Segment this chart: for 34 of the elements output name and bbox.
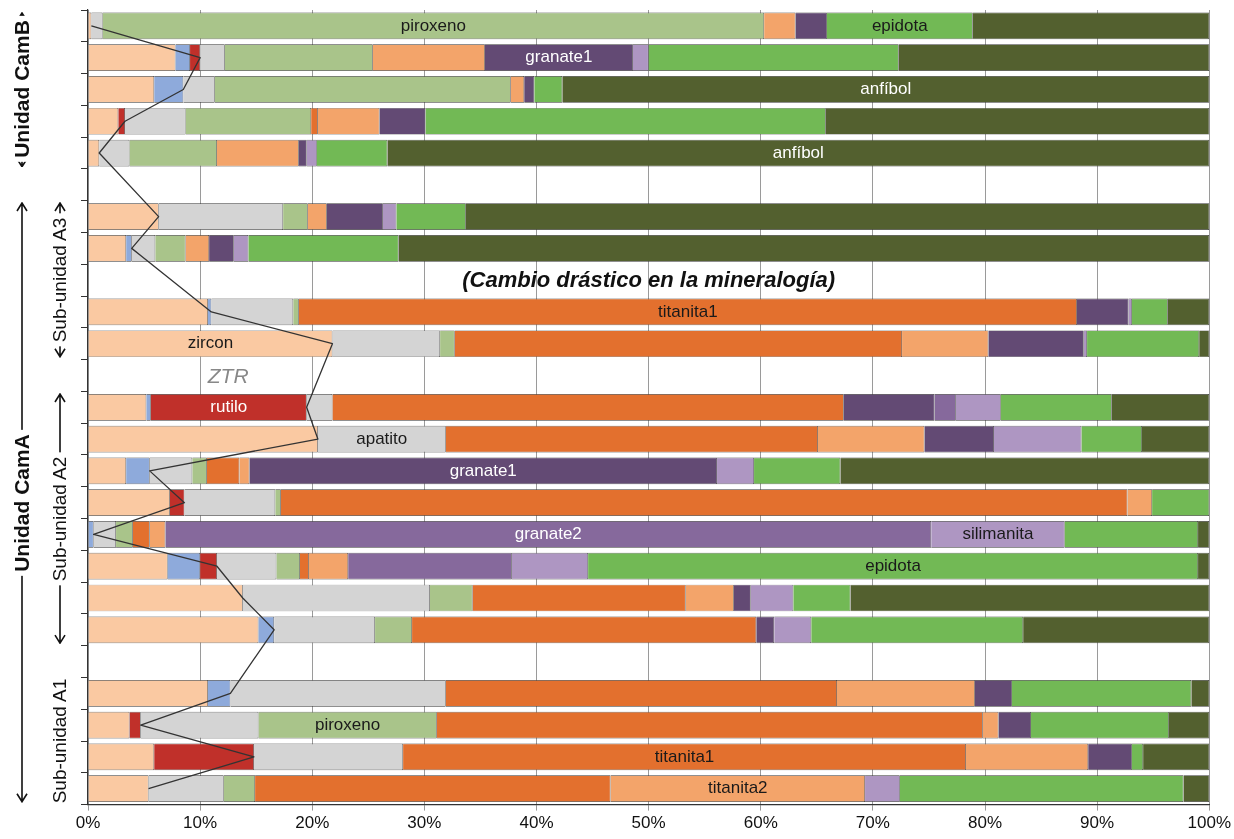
data-label: anfíbol — [772, 142, 824, 162]
x-tick-label: 100% — [1187, 813, 1231, 833]
data-label: granate1 — [449, 460, 517, 480]
x-tick-label: 80% — [967, 813, 1003, 833]
data-label: epidota — [871, 15, 929, 35]
text: Sub-unidad A2 — [48, 452, 71, 585]
x-tick-label: 30% — [407, 813, 442, 833]
data-label: granate2 — [514, 524, 582, 544]
data-label: anfíbol — [860, 79, 912, 99]
data-label: titanita2 — [708, 778, 768, 798]
data-label: zircon — [187, 333, 234, 353]
data-label: piroxeno — [314, 714, 381, 734]
text: Unidad CamA — [10, 429, 34, 576]
data-label: titanita1 — [654, 746, 715, 766]
text: Sub-unidad A3 — [48, 213, 71, 347]
data-label: titanita1 — [658, 301, 718, 321]
x-tick-label: 20% — [295, 813, 330, 833]
annotation: ZTR — [207, 363, 249, 388]
x-tick-label: 60% — [743, 813, 778, 833]
data-label: apatito — [356, 428, 408, 448]
data-label: granate1 — [525, 47, 593, 67]
data-label: epidota — [865, 555, 922, 575]
x-tick-label: 40% — [519, 813, 554, 833]
x-tick-label: 10% — [183, 813, 218, 833]
x-tick-label: 90% — [1080, 813, 1115, 833]
data-label: rutilo — [210, 396, 248, 416]
x-tick-label: 50% — [631, 813, 666, 833]
x-tick-label: 0% — [75, 813, 101, 833]
x-tick-label: 70% — [855, 813, 890, 833]
data-label: piroxeno — [400, 15, 466, 35]
data-label: silimanita — [962, 524, 1034, 544]
annotation: (Cambio drástico en la mineralogía) — [462, 267, 836, 294]
text: Unidad CamB — [10, 16, 34, 163]
text: Sub-unidad A1 — [48, 674, 71, 808]
